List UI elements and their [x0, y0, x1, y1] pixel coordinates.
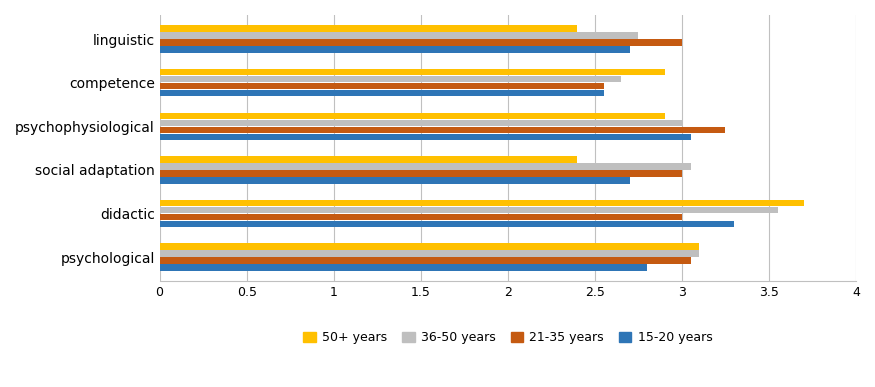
Bar — [159, 221, 734, 227]
Bar — [159, 120, 682, 126]
Bar — [159, 39, 682, 46]
Bar — [159, 46, 630, 53]
Bar — [159, 264, 648, 271]
Bar — [159, 214, 682, 220]
Bar — [159, 177, 630, 184]
Bar — [159, 200, 804, 206]
Bar — [159, 90, 604, 96]
Bar — [159, 76, 621, 82]
Legend: 50+ years, 36-50 years, 21-35 years, 15-20 years: 50+ years, 36-50 years, 21-35 years, 15-… — [299, 327, 717, 348]
Bar — [159, 25, 578, 32]
Bar — [159, 163, 690, 170]
Bar — [159, 170, 682, 176]
Bar — [159, 250, 699, 257]
Bar — [159, 83, 604, 89]
Bar — [159, 69, 664, 75]
Bar — [159, 32, 639, 39]
Bar — [159, 243, 699, 250]
Bar — [159, 257, 690, 264]
Bar — [159, 156, 578, 163]
Bar — [159, 207, 778, 213]
Bar — [159, 127, 725, 133]
Bar — [159, 113, 664, 119]
Bar — [159, 134, 690, 140]
